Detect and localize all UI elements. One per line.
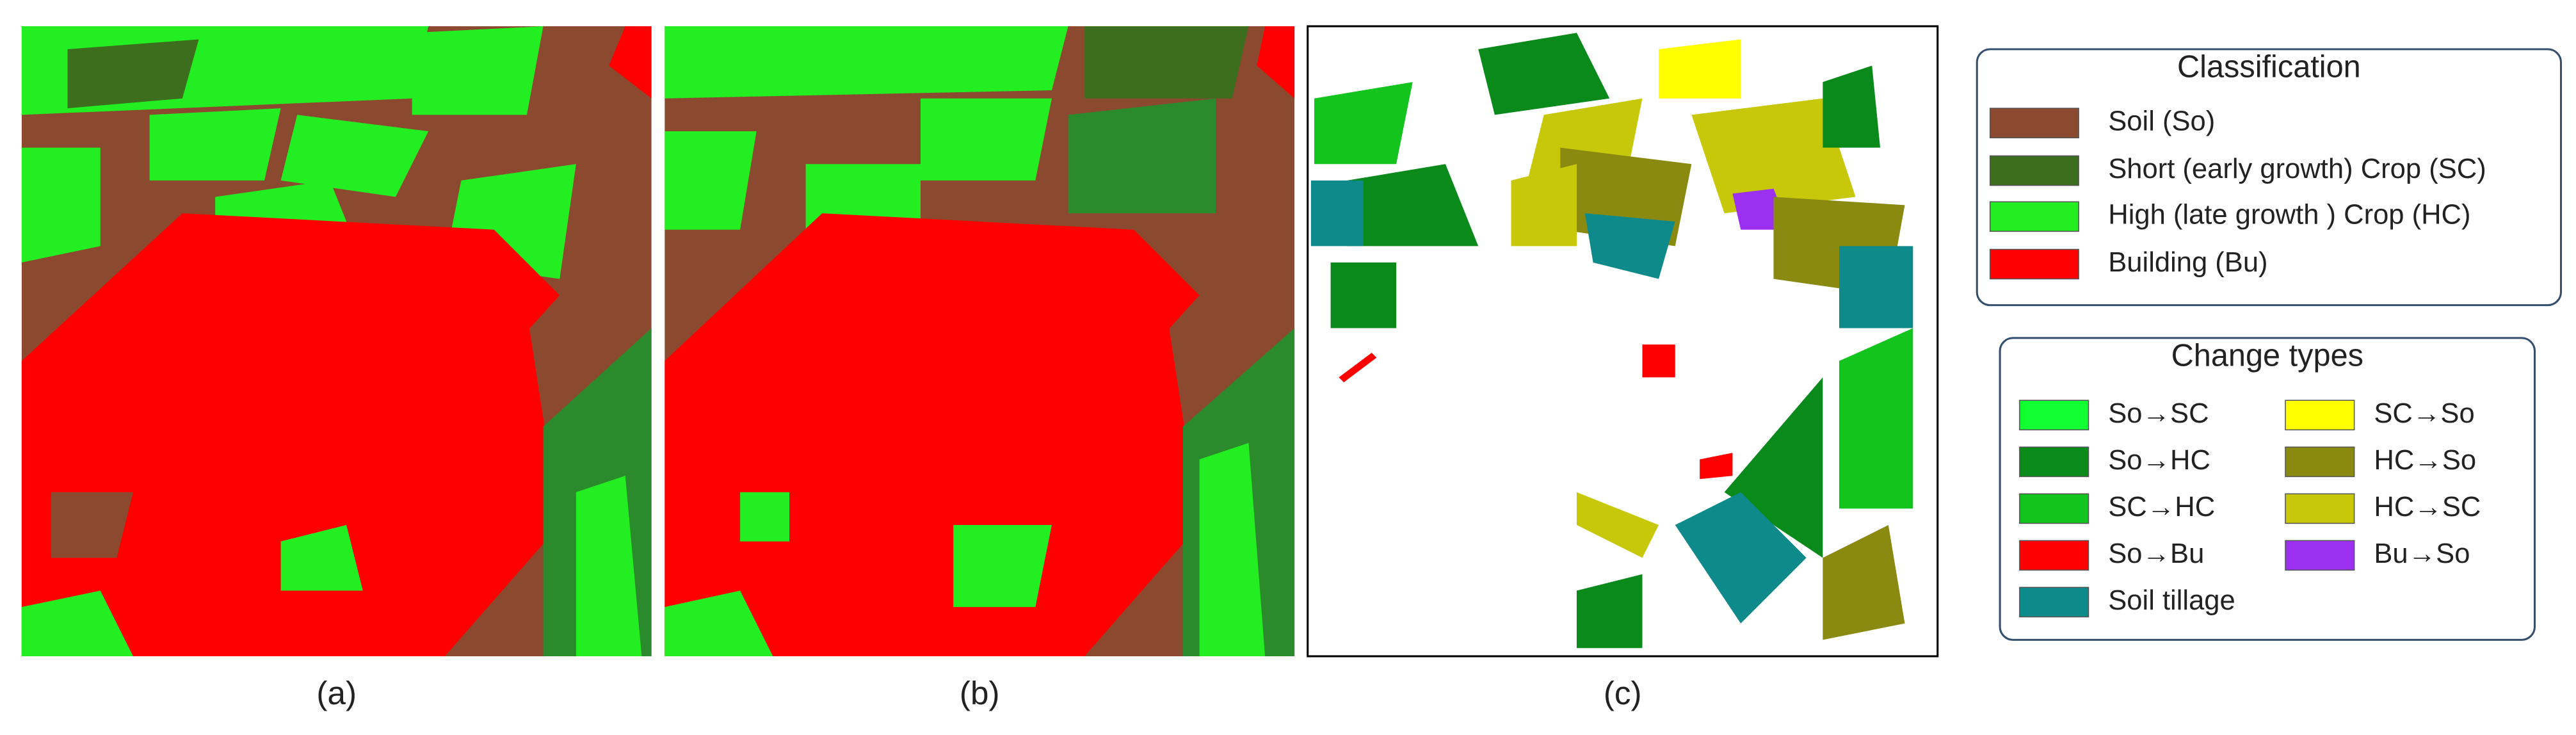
legend-swatch [2019,586,2089,618]
legend-swatch [1989,155,2079,186]
legend-swatch [1989,201,2079,232]
legend-label: HC→So [2374,445,2476,476]
panel-label: (a) [316,675,357,711]
legend-swatch [2019,540,2089,571]
classification-title: Classification [2177,49,2361,84]
legend-label: Bu→So [2374,538,2470,569]
legend-swatch [2285,400,2355,431]
legend-swatch [2285,540,2355,571]
legend-label: Building (Bu) [2108,247,2267,278]
map-region [664,590,773,656]
change-types-title: Change types [2171,338,2363,373]
panel-border [1307,25,1939,658]
change-types-box [1999,337,2536,641]
legend-swatch [2285,493,2355,524]
map-region [1659,39,1741,99]
legend-label: HC→SC [2374,492,2481,522]
map-region [1478,33,1610,115]
map-region [1823,525,1905,640]
legend-label: Soil tillage [2108,585,2235,616]
legend-label: Short (early growth) Crop (SC) [2108,154,2486,184]
map-region [1577,574,1643,649]
legend-label: So→HC [2108,445,2210,476]
map-region [1839,246,1913,328]
legend-swatch [1989,248,2079,280]
panel-labels: (a) (b) (c) [316,675,1641,711]
map-region [280,115,429,197]
map-region [67,39,199,109]
legend-swatch [2285,446,2355,478]
legend-label: So→Bu [2108,538,2204,569]
map-region [953,525,1052,608]
map-c [1307,26,1938,656]
map-region [664,131,757,230]
legend-label: So→SC [2108,398,2209,429]
legend-label: Soil (So) [2108,106,2215,137]
map-region [1675,492,1807,624]
legend-label: High (late growth ) Crop (HC) [2108,200,2470,230]
map-region [1823,65,1881,148]
title-gap [2144,52,2394,86]
panel-label: (b) [960,675,1000,711]
map-b [664,26,1295,656]
map-region [1310,180,1364,246]
map-region [1839,328,1913,509]
classification-box [1976,48,2563,307]
map-region [280,525,363,591]
map-region [576,476,642,656]
map-region [1700,453,1733,480]
legend-swatch [2019,493,2089,524]
map-region [1642,344,1675,378]
panel-label: (c) [1604,675,1642,711]
map-region [664,213,1200,656]
map-a [21,26,652,656]
map-region [21,590,133,656]
map-region [51,492,133,558]
map-region [1330,262,1397,328]
map-region [1314,82,1413,165]
map-region [1577,492,1659,558]
map-region [664,26,1068,99]
map-region [1347,164,1479,246]
legend-label: SC→So [2374,398,2474,429]
map-region [21,213,560,656]
map-region [330,311,560,656]
map-region [1584,213,1675,279]
map-region [609,26,652,99]
map-region [1084,26,1249,99]
title-gap [2128,341,2407,375]
map-region [149,108,281,181]
map-region [1068,98,1216,214]
map-region [1724,377,1823,558]
map-region [1199,442,1266,656]
map-region [1339,352,1377,383]
legend-swatch [2019,400,2089,431]
legend-label: SC→HC [2108,492,2215,522]
map-region [1257,26,1295,99]
legend-swatch [1989,108,2079,139]
map-region [740,492,789,542]
map-region [21,147,101,262]
map-region [412,26,543,115]
legends: Soil (So) Short (early growth) Crop (SC) H… [1989,106,2486,618]
map-region [1691,98,1856,214]
legend-swatch [2019,446,2089,478]
map-region [1511,164,1577,246]
map-region [921,98,1052,181]
